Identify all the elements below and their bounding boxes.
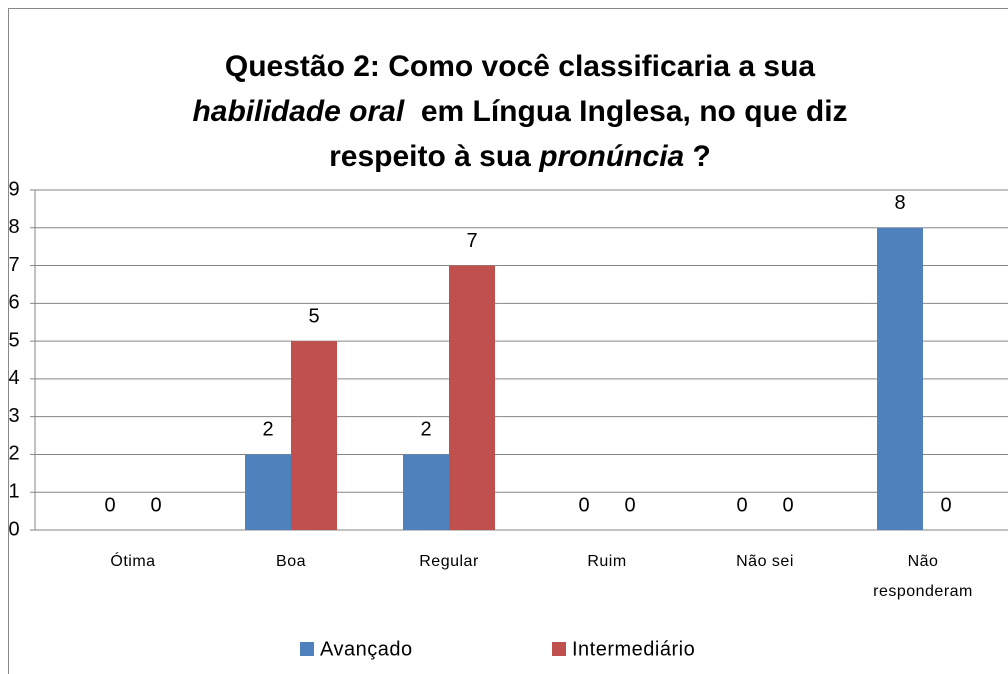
data-label: 0 <box>624 494 635 516</box>
title-run: pronúncia <box>538 140 684 173</box>
data-label: 0 <box>104 494 115 516</box>
legend-label: Avançado <box>320 638 413 660</box>
legend-swatch <box>300 642 314 656</box>
title-run: em Língua Inglesa, no que diz <box>404 95 847 128</box>
bar <box>449 265 495 530</box>
y-tick-label: 7 <box>8 254 19 276</box>
data-label: 0 <box>150 494 161 516</box>
chart-title: habilidade oral em Língua Inglesa, no qu… <box>192 95 847 128</box>
title-run: habilidade oral <box>192 95 404 128</box>
y-tick-label: 5 <box>8 329 19 351</box>
y-tick-label: 1 <box>8 481 19 503</box>
bar <box>291 341 337 530</box>
x-tick-label: Ruim <box>587 553 626 570</box>
y-tick-label: 4 <box>8 367 19 389</box>
bar <box>877 227 923 530</box>
bar <box>245 454 291 530</box>
y-tick-label: 8 <box>8 216 19 238</box>
legend-swatch <box>552 642 566 656</box>
data-label: 2 <box>420 419 431 441</box>
chart-border <box>8 8 1008 674</box>
data-label: 0 <box>578 494 589 516</box>
y-tick-label: 6 <box>8 292 19 314</box>
chart-title: respeito à sua pronúncia ? <box>329 140 711 173</box>
y-tick-label: 0 <box>8 518 19 540</box>
data-label: 7 <box>466 230 477 252</box>
data-label: 0 <box>736 494 747 516</box>
x-tick-label: Não responderam <box>873 553 973 600</box>
y-tick-label: 9 <box>8 178 19 200</box>
bar <box>403 454 449 530</box>
data-label: 2 <box>262 419 273 441</box>
data-label: 0 <box>782 494 793 516</box>
legend-label: Intermediário <box>572 638 695 660</box>
chart-title: Questão 2: Como você classificaria a sua <box>225 50 816 83</box>
data-label: 5 <box>308 305 319 327</box>
title-run: respeito à sua <box>329 140 539 173</box>
x-tick-label: Ótima <box>110 551 155 570</box>
x-tick-label: Não sei <box>736 553 794 570</box>
title-run: Questão 2: Como você classificaria a sua <box>225 50 816 83</box>
y-tick-label: 2 <box>8 443 19 465</box>
data-label: 8 <box>894 192 905 214</box>
data-label: 0 <box>940 494 951 516</box>
title-run: ? <box>684 140 711 173</box>
x-tick-label: Regular <box>419 553 479 570</box>
x-tick-label: Boa <box>276 553 306 570</box>
y-tick-label: 3 <box>8 405 19 427</box>
